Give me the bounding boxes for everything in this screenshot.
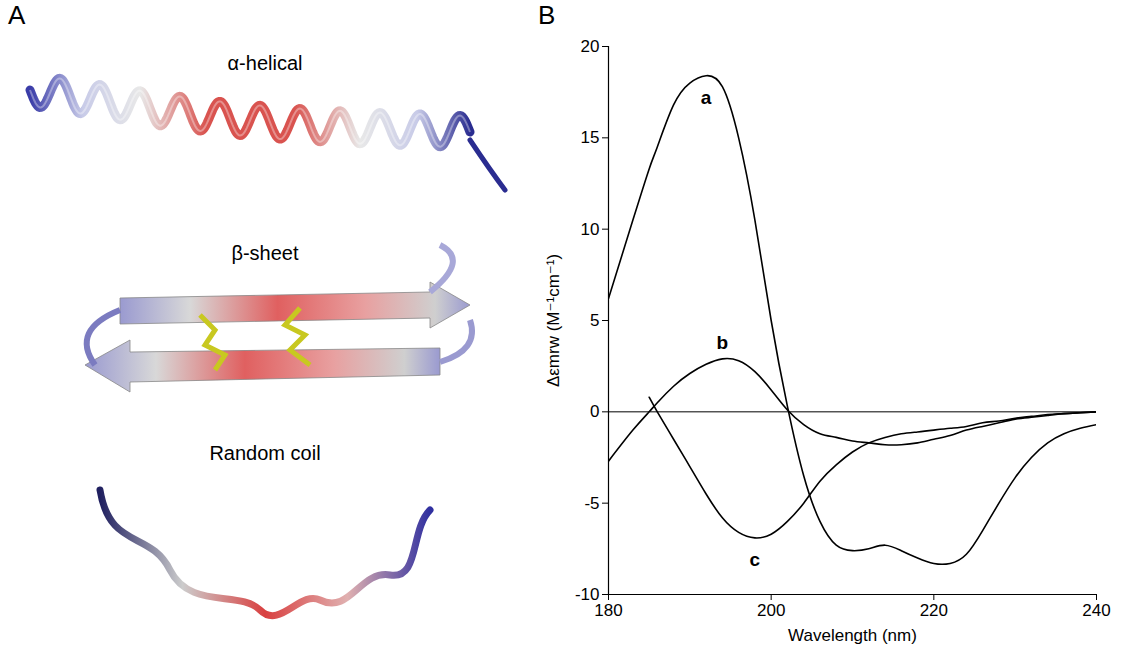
svg-text:5: 5 — [590, 311, 599, 330]
svg-text:180: 180 — [594, 601, 622, 620]
svg-text:β-sheet: β-sheet — [231, 242, 299, 264]
svg-text:b: b — [717, 332, 729, 353]
svg-text:α-helical: α-helical — [228, 52, 303, 74]
svg-text:Wavelength (nm): Wavelength (nm) — [788, 626, 917, 645]
html-text:B: B — [538, 0, 556, 30]
svg-text:0: 0 — [590, 402, 599, 421]
svg-text:20: 20 — [581, 37, 600, 56]
svg-text:c: c — [750, 549, 761, 570]
svg-text:-5: -5 — [584, 494, 599, 513]
svg-text:240: 240 — [1082, 601, 1110, 620]
svg-text:Random coil: Random coil — [209, 442, 320, 464]
svg-text:15: 15 — [581, 128, 600, 147]
svg-text:-10: -10 — [574, 584, 600, 604]
svg-text:10: 10 — [581, 220, 600, 239]
svg-text:a: a — [701, 87, 712, 108]
html-text:A: A — [8, 0, 26, 30]
svg-text:200: 200 — [757, 601, 785, 620]
svg-text:Δεmrw (M⁻¹cm⁻¹): Δεmrw (M⁻¹cm⁻¹) — [544, 254, 563, 387]
svg-text:220: 220 — [920, 601, 948, 620]
